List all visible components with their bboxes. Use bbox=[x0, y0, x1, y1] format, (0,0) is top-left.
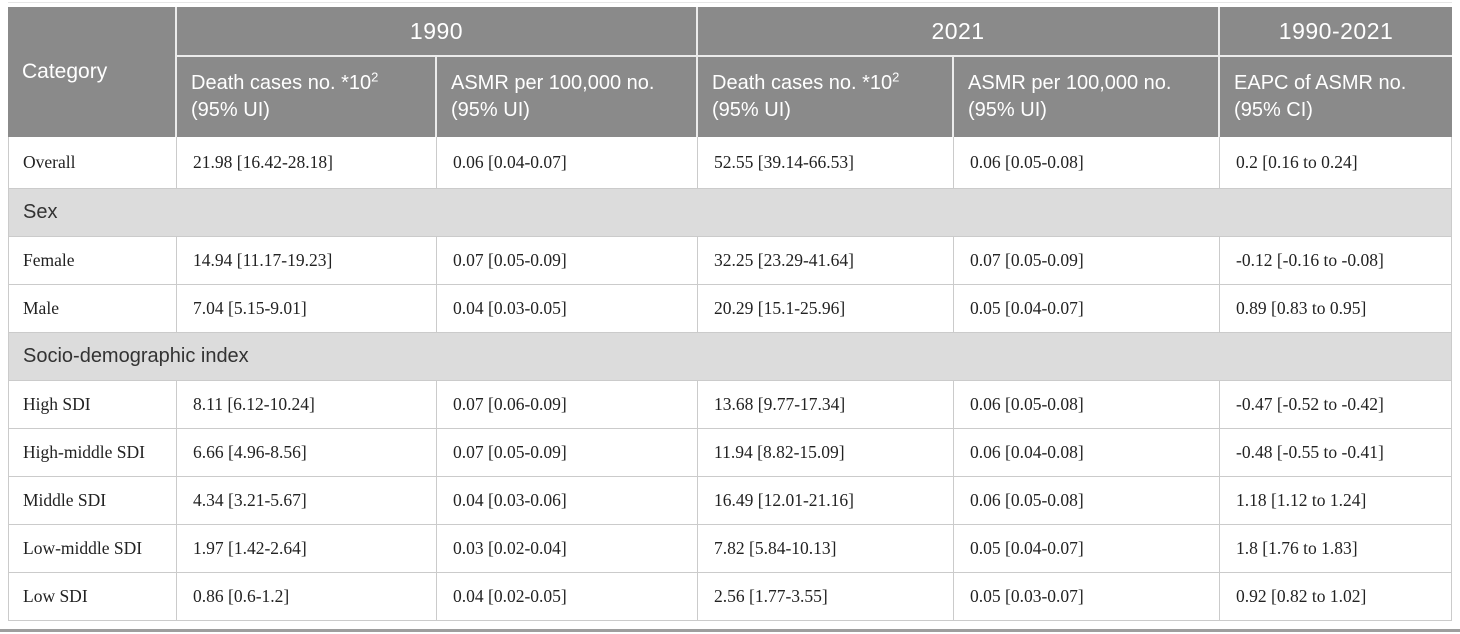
header-group-1990-2021: 1990-2021 bbox=[1220, 7, 1453, 57]
data-cell: 0.05 [0.04-0.07] bbox=[954, 285, 1221, 333]
data-cell: 13.68 [9.77-17.34] bbox=[698, 381, 955, 429]
header-group-2021: 2021 bbox=[698, 7, 1221, 57]
data-cell: 11.94 [8.82-15.09] bbox=[698, 429, 955, 477]
data-cell: 0.07 [0.05-0.09] bbox=[954, 237, 1221, 285]
data-cell: 0.07 [0.05-0.09] bbox=[437, 429, 699, 477]
data-cell: 0.06 [0.05-0.08] bbox=[954, 477, 1221, 525]
data-cell: 20.29 [15.1-25.96] bbox=[698, 285, 955, 333]
data-cell: 7.82 [5.84-10.13] bbox=[698, 525, 955, 573]
data-cell: 8.11 [6.12-10.24] bbox=[177, 381, 437, 429]
subheader-text: ASMR per 100,000 no. (95% UI) bbox=[451, 72, 655, 121]
category-cell: Low SDI bbox=[8, 573, 177, 621]
data-cell: 0.06 [0.04-0.07] bbox=[437, 137, 699, 189]
data-cell: 6.66 [4.96-8.56] bbox=[177, 429, 437, 477]
subheader-text: Death cases no. *10 bbox=[712, 72, 893, 94]
data-cell: 1.18 [1.12 to 1.24] bbox=[1220, 477, 1453, 525]
section-label: Socio-demographic index bbox=[8, 333, 1453, 381]
data-cell: 4.34 [3.21-5.67] bbox=[177, 477, 437, 525]
subheader-text-suffix: (95% UI) bbox=[191, 99, 270, 121]
category-cell: Middle SDI bbox=[8, 477, 177, 525]
header-category: Category bbox=[8, 7, 177, 137]
data-cell: 0.04 [0.03-0.05] bbox=[437, 285, 699, 333]
superscript: 2 bbox=[371, 69, 379, 85]
header-subrow: Death cases no. *102 (95% UI) ASMR per 1… bbox=[8, 57, 1453, 137]
table-row-high-middle-sdi: High-middle SDI 6.66 [4.96-8.56] 0.07 [0… bbox=[8, 429, 1453, 477]
data-cell: 0.05 [0.04-0.07] bbox=[954, 525, 1221, 573]
data-cell: 52.55 [39.14-66.53] bbox=[698, 137, 955, 189]
table-row-middle-sdi: Middle SDI 4.34 [3.21-5.67] 0.04 [0.03-0… bbox=[8, 477, 1453, 525]
data-cell: 0.04 [0.02-0.05] bbox=[437, 573, 699, 621]
table-row-high-sdi: High SDI 8.11 [6.12-10.24] 0.07 [0.06-0.… bbox=[8, 381, 1453, 429]
header-group-row: Category 1990 2021 1990-2021 bbox=[8, 7, 1453, 137]
data-cell: 0.03 [0.02-0.04] bbox=[437, 525, 699, 573]
subheader-text: EAPC of ASMR no. (95% CI) bbox=[1234, 72, 1407, 121]
header-asmr-1990: ASMR per 100,000 no. (95% UI) bbox=[437, 57, 699, 137]
category-cell: High SDI bbox=[8, 381, 177, 429]
data-cell: 21.98 [16.42-28.18] bbox=[177, 137, 437, 189]
data-cell: 0.92 [0.82 to 1.02] bbox=[1220, 573, 1453, 621]
table-row-low-middle-sdi: Low-middle SDI 1.97 [1.42-2.64] 0.03 [0.… bbox=[8, 525, 1453, 573]
table-row-male: Male 7.04 [5.15-9.01] 0.04 [0.03-0.05] 2… bbox=[8, 285, 1453, 333]
section-row-sdi: Socio-demographic index bbox=[8, 333, 1453, 381]
table-row-low-sdi: Low SDI 0.86 [0.6-1.2] 0.04 [0.02-0.05] … bbox=[8, 573, 1453, 621]
table-bottom-rule bbox=[0, 629, 1460, 632]
data-cell: 7.04 [5.15-9.01] bbox=[177, 285, 437, 333]
section-row-sex: Sex bbox=[8, 189, 1453, 237]
category-cell: Male bbox=[8, 285, 177, 333]
table-row-female: Female 14.94 [11.17-19.23] 0.07 [0.05-0.… bbox=[8, 237, 1453, 285]
table-header: Category 1990 2021 1990-2021 Death cases… bbox=[8, 7, 1453, 137]
category-cell: High-middle SDI bbox=[8, 429, 177, 477]
data-cell: -0.48 [-0.55 to -0.41] bbox=[1220, 429, 1453, 477]
table-row-overall: Overall 21.98 [16.42-28.18] 0.06 [0.04-0… bbox=[8, 137, 1453, 189]
header-eapc: EAPC of ASMR no. (95% CI) bbox=[1220, 57, 1453, 137]
subheader-text: ASMR per 100,000 no. (95% UI) bbox=[968, 72, 1172, 121]
data-cell: 0.07 [0.06-0.09] bbox=[437, 381, 699, 429]
data-cell: 14.94 [11.17-19.23] bbox=[177, 237, 437, 285]
header-asmr-2021: ASMR per 100,000 no. (95% UI) bbox=[954, 57, 1221, 137]
header-death-cases-1990: Death cases no. *102 (95% UI) bbox=[177, 57, 437, 137]
data-cell: 1.97 [1.42-2.64] bbox=[177, 525, 437, 573]
header-death-cases-2021: Death cases no. *102 (95% UI) bbox=[698, 57, 955, 137]
data-cell: 0.06 [0.04-0.08] bbox=[954, 429, 1221, 477]
superscript: 2 bbox=[892, 69, 900, 85]
data-cell: -0.47 [-0.52 to -0.42] bbox=[1220, 381, 1453, 429]
data-cell: -0.12 [-0.16 to -0.08] bbox=[1220, 237, 1453, 285]
data-cell: 16.49 [12.01-21.16] bbox=[698, 477, 955, 525]
category-cell: Overall bbox=[8, 137, 177, 189]
table-body: Overall 21.98 [16.42-28.18] 0.06 [0.04-0… bbox=[8, 137, 1453, 621]
data-cell: 0.86 [0.6-1.2] bbox=[177, 573, 437, 621]
statistics-table: Category 1990 2021 1990-2021 Death cases… bbox=[8, 7, 1453, 621]
data-cell: 2.56 [1.77-3.55] bbox=[698, 573, 955, 621]
category-cell: Female bbox=[8, 237, 177, 285]
subheader-text: Death cases no. *10 bbox=[191, 72, 372, 94]
data-cell: 0.06 [0.05-0.08] bbox=[954, 137, 1221, 189]
table-top-rule bbox=[8, 2, 1452, 3]
subheader-text-suffix: (95% UI) bbox=[712, 99, 791, 121]
data-cell: 0.05 [0.03-0.07] bbox=[954, 573, 1221, 621]
section-label: Sex bbox=[8, 189, 1453, 237]
data-cell: 0.07 [0.05-0.09] bbox=[437, 237, 699, 285]
data-cell: 1.8 [1.76 to 1.83] bbox=[1220, 525, 1453, 573]
header-group-1990: 1990 bbox=[177, 7, 699, 57]
data-cell: 0.89 [0.83 to 0.95] bbox=[1220, 285, 1453, 333]
data-cell: 0.06 [0.05-0.08] bbox=[954, 381, 1221, 429]
data-cell: 0.04 [0.03-0.06] bbox=[437, 477, 699, 525]
category-cell: Low-middle SDI bbox=[8, 525, 177, 573]
data-cell: 0.2 [0.16 to 0.24] bbox=[1220, 137, 1453, 189]
data-cell: 32.25 [23.29-41.64] bbox=[698, 237, 955, 285]
